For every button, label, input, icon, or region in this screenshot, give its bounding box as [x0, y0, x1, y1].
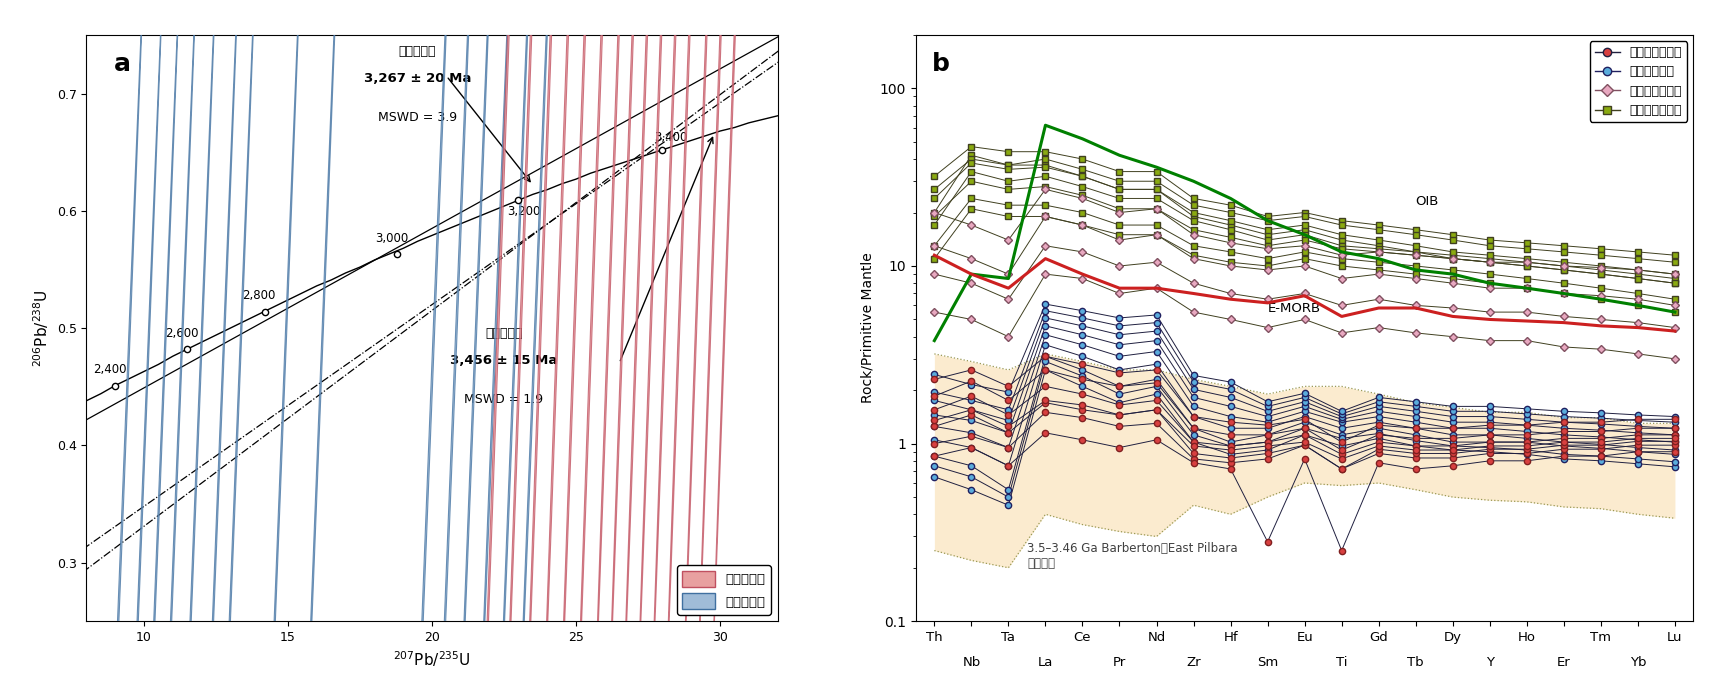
Ellipse shape: [263, 0, 302, 698]
Ellipse shape: [714, 0, 750, 651]
Ellipse shape: [156, 0, 197, 698]
Ellipse shape: [608, 0, 648, 698]
Ellipse shape: [410, 0, 454, 698]
Text: 3,456 ± 15 Ma: 3,456 ± 15 Ma: [451, 354, 558, 367]
Text: Nb: Nb: [962, 656, 980, 669]
Text: 3,267 ± 20 Ma: 3,267 ± 20 Ma: [365, 73, 472, 85]
Ellipse shape: [454, 0, 496, 698]
Y-axis label: Rock/Primitive Mantle: Rock/Primitive Mantle: [861, 253, 874, 403]
Text: 3,200: 3,200: [508, 205, 541, 218]
Text: 3.5–3.46 Ga Barberton和East Pilbara
科马提岩: 3.5–3.46 Ga Barberton和East Pilbara 科马提岩: [1026, 542, 1237, 570]
Text: Tb: Tb: [1407, 656, 1424, 669]
Ellipse shape: [593, 0, 634, 698]
Ellipse shape: [636, 0, 677, 698]
Text: Er: Er: [1557, 656, 1571, 669]
Legend: 变质二辉橄榄岩, 变质二辉石岩, 变质富鐵苹檄岩, 变质富鐵玄武岩: 变质二辉橄榄岩, 变质二辉石岩, 变质富鐵苹檄岩, 变质富鐵玄武岩: [1590, 41, 1687, 122]
Ellipse shape: [651, 0, 691, 698]
Ellipse shape: [558, 0, 600, 698]
Ellipse shape: [138, 0, 180, 698]
Text: a: a: [114, 52, 131, 77]
Ellipse shape: [524, 0, 565, 698]
Text: 上交点年龄: 上交点年龄: [486, 327, 524, 340]
Text: MSWD = 3.9: MSWD = 3.9: [378, 111, 458, 124]
Ellipse shape: [683, 0, 722, 690]
Ellipse shape: [98, 0, 143, 698]
Text: 2,800: 2,800: [242, 289, 276, 302]
Ellipse shape: [479, 0, 524, 698]
Ellipse shape: [575, 0, 617, 698]
Ellipse shape: [541, 0, 582, 698]
Ellipse shape: [665, 0, 705, 698]
Text: La: La: [1039, 656, 1052, 669]
Ellipse shape: [622, 0, 662, 698]
Text: 2,600: 2,600: [164, 327, 199, 340]
Text: 3,000: 3,000: [375, 232, 408, 245]
Text: Sm: Sm: [1256, 656, 1279, 669]
Ellipse shape: [216, 0, 256, 698]
Ellipse shape: [301, 0, 339, 698]
Text: OIB: OIB: [1415, 195, 1439, 208]
Text: Ti: Ti: [1336, 656, 1348, 669]
Legend: 岩浆锂石核, 变质锂石边: 岩浆锂石核, 变质锂石边: [677, 565, 771, 615]
Ellipse shape: [494, 0, 536, 698]
Ellipse shape: [199, 0, 240, 698]
Text: Pr: Pr: [1113, 656, 1127, 669]
Text: E-MORB: E-MORB: [1268, 302, 1320, 315]
X-axis label: $^{207}$Pb/$^{235}$U: $^{207}$Pb/$^{235}$U: [392, 650, 472, 669]
Ellipse shape: [515, 0, 556, 698]
Y-axis label: $^{206}$Pb/$^{238}$U: $^{206}$Pb/$^{238}$U: [31, 289, 52, 367]
Text: Zr: Zr: [1185, 656, 1201, 669]
Ellipse shape: [434, 0, 477, 698]
Ellipse shape: [121, 5, 162, 698]
Text: MSWD = 1.9: MSWD = 1.9: [465, 392, 544, 406]
Text: 3,400: 3,400: [655, 131, 688, 144]
Text: Y: Y: [1486, 656, 1493, 669]
Ellipse shape: [698, 0, 736, 671]
Text: 上交点年龄: 上交点年龄: [399, 45, 437, 59]
Ellipse shape: [503, 0, 546, 698]
Text: 2,400: 2,400: [93, 363, 126, 376]
Text: Yb: Yb: [1630, 656, 1647, 669]
Text: b: b: [931, 52, 949, 77]
Ellipse shape: [475, 0, 517, 698]
Ellipse shape: [175, 0, 216, 698]
